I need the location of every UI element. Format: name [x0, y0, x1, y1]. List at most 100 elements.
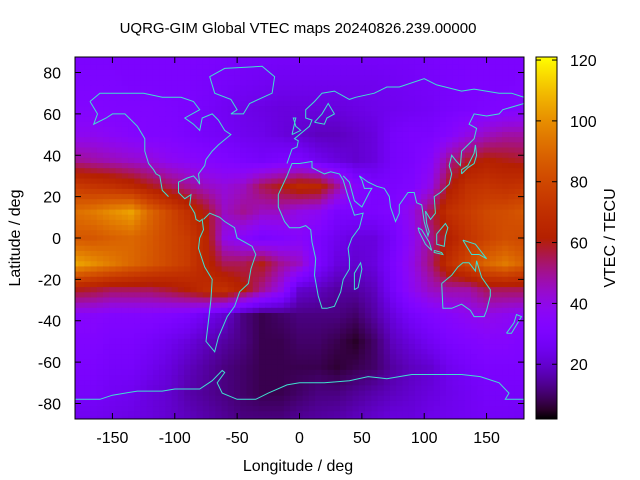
heatmap-cell [177, 59, 185, 66]
heatmap-cell [402, 57, 410, 61]
heatmap-cell [84, 354, 92, 361]
heatmap-cell [246, 380, 254, 386]
heatmap-cell [271, 240, 279, 247]
heatmap-cell [109, 183, 117, 190]
heatmap-cell [246, 354, 254, 361]
heatmap-cell [346, 219, 354, 226]
heatmap-cell [84, 312, 92, 319]
heatmap-cell [227, 147, 235, 154]
heatmap-cell [227, 266, 235, 273]
heatmap-cell [371, 126, 379, 133]
heatmap-cell [402, 359, 410, 366]
heatmap-cell [358, 271, 366, 278]
heatmap-cell [315, 323, 322, 330]
heatmap-cell [396, 344, 403, 350]
heatmap-cell [508, 292, 516, 299]
heatmap-cell [277, 250, 285, 257]
heatmap-cell [477, 235, 485, 242]
heatmap-cell [439, 390, 447, 397]
heatmap-cell [346, 126, 354, 133]
heatmap-cell [90, 219, 98, 226]
heatmap-cell [464, 338, 472, 345]
heatmap-cell [377, 214, 385, 221]
heatmap-cell [358, 163, 366, 169]
heatmap-cell [190, 152, 198, 159]
heatmap-cell [171, 338, 179, 345]
heatmap-cell [265, 400, 273, 407]
heatmap-cell [140, 59, 148, 66]
heatmap-cell [90, 131, 98, 138]
heatmap-cell [190, 302, 198, 309]
heatmap-cell [146, 85, 154, 92]
heatmap-cell [427, 328, 435, 335]
heatmap-cell [514, 126, 522, 133]
heatmap-cell [96, 266, 104, 273]
heatmap-cell [90, 354, 98, 361]
heatmap-cell [184, 281, 191, 288]
heatmap-cell [421, 194, 428, 200]
heatmap-cell [90, 390, 98, 397]
heatmap-cell [283, 369, 291, 376]
heatmap-cell [414, 131, 422, 138]
heatmap-cell [433, 307, 441, 314]
heatmap-cell [121, 302, 129, 309]
heatmap-cell [346, 100, 354, 107]
heatmap-cell [302, 400, 310, 407]
heatmap-cell [202, 400, 210, 407]
heatmap-cell [227, 57, 235, 61]
heatmap-cell [146, 375, 154, 381]
heatmap-cell [140, 266, 148, 273]
heatmap-cell [327, 188, 335, 195]
heatmap-cell [121, 328, 129, 335]
heatmap-cell [452, 199, 460, 205]
heatmap-cell [221, 219, 229, 226]
heatmap-cell [252, 323, 260, 330]
heatmap-cell [352, 173, 360, 180]
heatmap-cell [78, 235, 85, 242]
heatmap-cell [389, 225, 397, 231]
heatmap-cell [483, 64, 491, 71]
heatmap-cell [452, 173, 460, 180]
heatmap-cell [327, 344, 335, 350]
heatmap-cell [246, 359, 254, 366]
heatmap-cell [215, 106, 223, 112]
heatmap-cell [427, 59, 435, 66]
heatmap-cell [152, 95, 160, 102]
heatmap-cell [265, 312, 273, 319]
heatmap-cell [109, 266, 117, 273]
heatmap-cell [414, 80, 422, 87]
heatmap-cell [202, 395, 210, 402]
heatmap-cell [152, 245, 160, 252]
heatmap-cell [377, 137, 385, 143]
heatmap-cell [439, 380, 447, 386]
heatmap-cell [371, 276, 379, 283]
heatmap-cell [396, 80, 403, 87]
heatmap-cell [383, 163, 391, 169]
heatmap-cell [296, 328, 304, 335]
heatmap-cell [315, 266, 322, 273]
heatmap-cell [78, 126, 85, 133]
heatmap-cell [502, 235, 510, 242]
heatmap-cell [402, 333, 410, 340]
heatmap-cell [489, 256, 497, 262]
heatmap-cell [246, 59, 254, 66]
heatmap-cell [246, 338, 254, 345]
heatmap-cell [96, 121, 104, 128]
heatmap-cell [371, 261, 379, 268]
heatmap-cell [446, 307, 453, 314]
heatmap-cell [252, 261, 260, 268]
heatmap-cell [140, 152, 148, 159]
heatmap-cell [196, 121, 204, 128]
heatmap-cell [152, 271, 160, 278]
heatmap-cell [495, 57, 503, 61]
heatmap-cell [296, 235, 304, 242]
heatmap-cell [252, 245, 260, 252]
heatmap-cell [90, 194, 98, 200]
heatmap-cell [171, 307, 179, 314]
heatmap-cell [514, 369, 522, 376]
heatmap-cell [439, 199, 447, 205]
heatmap-cell [408, 219, 416, 226]
heatmap-cell [96, 126, 104, 133]
heatmap-cell [352, 302, 360, 309]
heatmap-cell [346, 385, 354, 392]
